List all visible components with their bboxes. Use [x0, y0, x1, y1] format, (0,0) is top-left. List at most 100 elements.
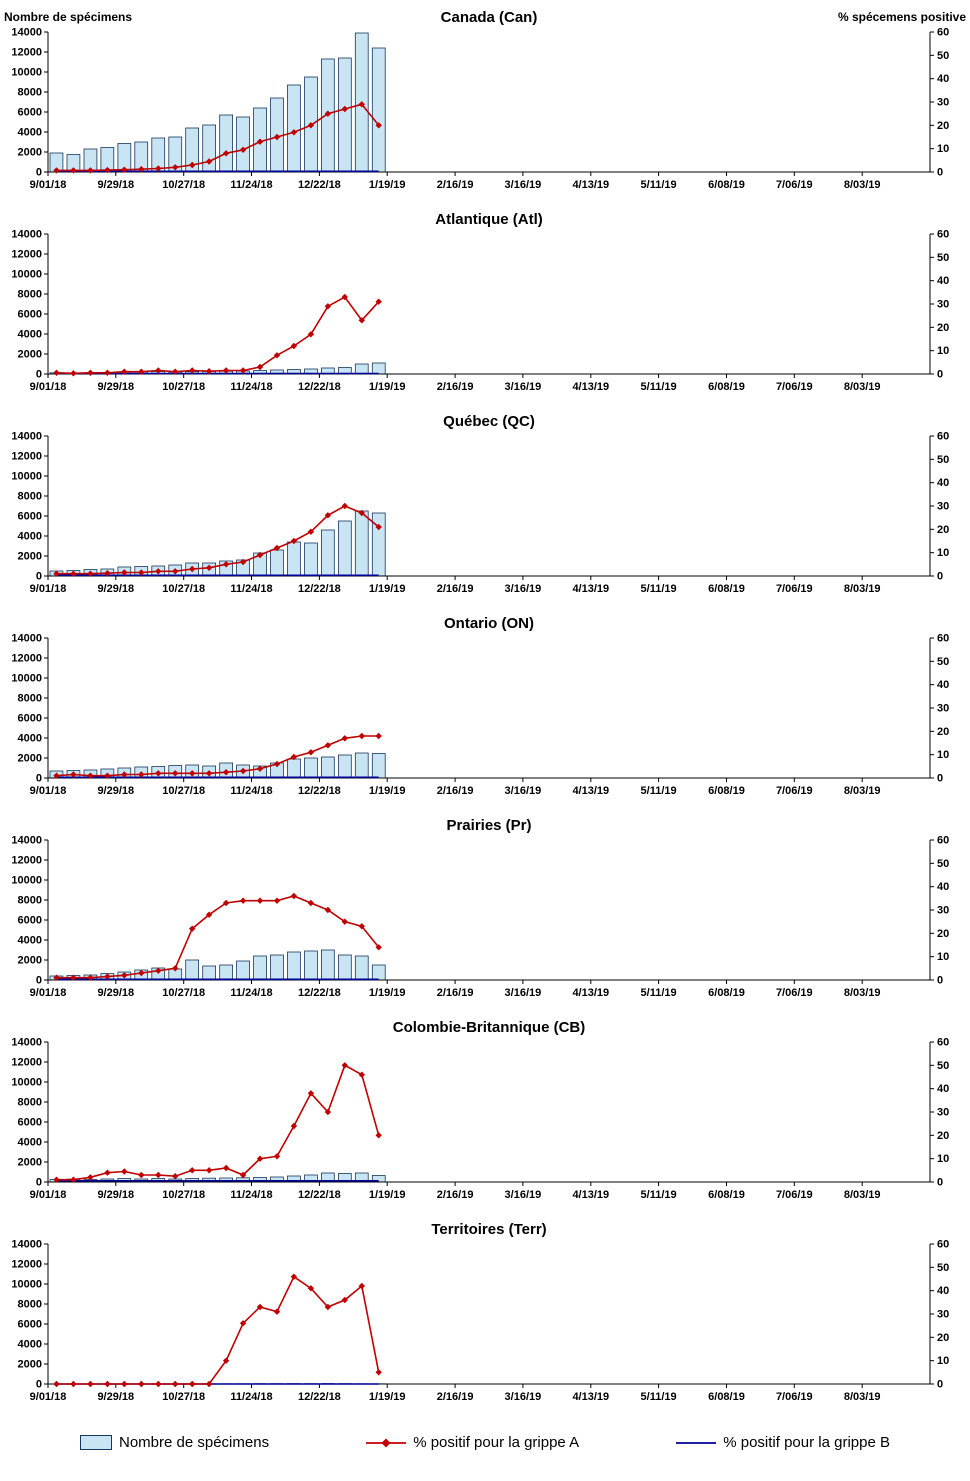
x-tick-label: 7/06/19 [776, 381, 813, 393]
y-left-tick-label: 14000 [11, 27, 42, 39]
specimen-bar [371, 753, 386, 779]
x-tick-label: 7/06/19 [776, 1189, 813, 1201]
y-left-tick-label: 8000 [18, 693, 42, 705]
flu-a-marker [324, 110, 332, 117]
legend-item-flu-a: % positif pour la grippe A [366, 1434, 579, 1451]
flu-a-marker [121, 368, 128, 375]
y-right-tick-label: 40 [937, 1285, 949, 1297]
x-tick-label: 1/19/19 [369, 179, 406, 191]
y-left-tick-label: 14000 [11, 835, 42, 847]
x-tick-label: 6/08/19 [708, 179, 745, 191]
x-tick-label: 9/01/18 [30, 1391, 67, 1403]
x-tick-label: 2/16/19 [437, 179, 474, 191]
specimen-bar [371, 47, 386, 173]
flu-a-line-swatch-icon [366, 1438, 407, 1447]
y-left-tick-label: 12000 [11, 451, 42, 463]
x-tick-label: 6/08/19 [708, 1391, 745, 1403]
flu-a-marker [290, 342, 298, 350]
flu-a-marker [189, 367, 196, 374]
x-tick-label: 4/13/19 [572, 381, 609, 393]
flu-a-marker [205, 1380, 213, 1388]
flu-a-marker [189, 161, 196, 169]
y-left-tick-label: 10000 [11, 471, 42, 483]
chart-canada: Canada (Can) Nombre de spécimens % spéceme… [0, 6, 970, 208]
flu-a-marker [205, 1167, 213, 1174]
legend-label-flu-a: % positif pour la grippe A [413, 1434, 580, 1451]
x-tick-label: 3/16/19 [505, 1391, 542, 1403]
y-right-tick-label: 20 [937, 120, 949, 132]
x-tick-label: 2/16/19 [437, 1391, 474, 1403]
y-left-tick-label: 2000 [18, 1359, 42, 1371]
y-left-tick-label: 0 [36, 1177, 42, 1189]
flu-a-marker [189, 1167, 196, 1174]
y-left-tick-label: 10000 [11, 67, 42, 79]
x-tick-label: 12/22/18 [298, 381, 341, 393]
chart-title: Canada (Can) [441, 9, 538, 26]
y-right-tick-label: 0 [937, 167, 943, 179]
x-tick-label: 9/01/18 [30, 987, 67, 999]
x-tick-label: 9/01/18 [30, 1189, 67, 1201]
y-left-tick-label: 8000 [18, 1097, 42, 1109]
y-left-tick-label: 0 [36, 369, 42, 381]
y-right-tick-label: 40 [937, 679, 949, 691]
x-tick-label: 9/29/18 [97, 381, 134, 393]
y-left-tick-label: 14000 [11, 1239, 42, 1251]
flu-a-marker [104, 369, 111, 376]
y-right-tick-label: 60 [937, 27, 949, 39]
x-tick-label: 11/24/18 [230, 583, 272, 595]
specimen-bar [354, 510, 369, 577]
y-left-tick-label: 0 [36, 167, 42, 179]
flu-a-marker [273, 760, 281, 768]
x-tick-label: 7/06/19 [776, 987, 813, 999]
x-tick-label: 1/19/19 [369, 785, 406, 797]
x-tick-label: 2/16/19 [437, 583, 474, 595]
flu-a-marker [239, 767, 247, 775]
legend: Nombre de spécimens % positif pour la gr… [0, 1420, 970, 1451]
flu-a-marker [138, 969, 145, 977]
flu-a-marker [307, 331, 315, 338]
x-tick-label: 8/03/19 [844, 381, 881, 393]
specimen-bar [236, 116, 250, 173]
flu-a-marker [324, 1108, 332, 1116]
x-tick-label: 10/27/18 [162, 987, 205, 999]
x-tick-label: 11/24/18 [230, 179, 272, 191]
y-left-tick-label: 6000 [18, 309, 42, 321]
chart-quebec: Québec (QC) 0 2000 4000 6000 8000 10000 12000 14… [0, 410, 970, 612]
x-tick-label: 3/16/19 [505, 179, 542, 191]
specimen-bar [354, 955, 369, 981]
flu-a-marker [155, 770, 162, 777]
chart-ontario: Ontario (ON) 0 2000 4000 6000 8000 10000 12000 1… [0, 612, 970, 814]
x-tick-label: 7/06/19 [776, 179, 813, 191]
specimen-bar [219, 114, 233, 173]
y-left-tick-label: 14000 [11, 229, 42, 241]
y-left-tick-label: 12000 [11, 249, 42, 261]
specimen-bar [287, 758, 301, 779]
flu-a-marker [222, 1164, 230, 1172]
y-right-tick-label: 30 [937, 905, 949, 917]
x-tick-label: 8/03/19 [844, 1391, 881, 1403]
specimen-bar [287, 951, 301, 981]
x-tick-label: 11/24/18 [230, 1189, 272, 1201]
x-tick-label: 6/08/19 [708, 1189, 745, 1201]
flu-a-marker [155, 1171, 162, 1179]
x-tick-label: 7/06/19 [776, 1391, 813, 1403]
x-tick-label: 7/06/19 [776, 583, 813, 595]
chart-territoires: Territoires (Terr) 0 2000 4000 6000 8000 10000… [0, 1218, 970, 1420]
flu-a-marker [87, 1380, 94, 1388]
specimen-bar [304, 542, 318, 577]
specimen-bar [287, 84, 301, 173]
flu-a-marker [239, 146, 247, 153]
y-right-tick-label: 0 [937, 571, 943, 583]
flu-a-marker [256, 1303, 264, 1311]
chart-title: Québec (QC) [443, 413, 535, 430]
x-tick-label: 10/27/18 [162, 1189, 205, 1201]
x-tick-label: 9/01/18 [30, 381, 67, 393]
x-tick-label: 6/08/19 [708, 987, 745, 999]
y-right-tick-label: 20 [937, 524, 949, 536]
chart-title: Ontario (ON) [444, 615, 534, 632]
y-right-tick-label: 10 [937, 547, 949, 559]
x-tick-label: 12/22/18 [298, 987, 341, 999]
y-left-tick-label: 4000 [18, 935, 42, 947]
flu-a-marker [341, 105, 348, 113]
flu-a-marker [155, 367, 162, 374]
